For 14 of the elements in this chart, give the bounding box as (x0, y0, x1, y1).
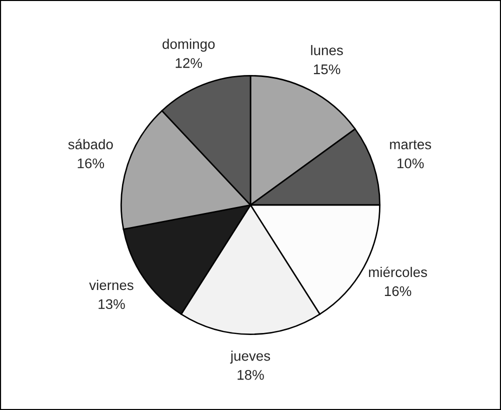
data-label: 12% (176, 58, 202, 68)
slice-label: domingo (162, 38, 215, 52)
slice-label: jueves (230, 350, 270, 364)
data-label: 16% (384, 286, 412, 296)
slice-label: lunes (311, 45, 343, 56)
data-label: 10% (398, 158, 424, 168)
slice-label: viernes (89, 280, 134, 290)
slice-label: sábado (68, 138, 113, 150)
data-label: 13% (98, 299, 125, 310)
data-label: 15% (314, 64, 340, 74)
slice-label: miércoles (368, 266, 427, 278)
data-label: 18% (238, 370, 264, 380)
slice-label: martes (390, 140, 432, 150)
data-label: 16% (78, 158, 104, 168)
